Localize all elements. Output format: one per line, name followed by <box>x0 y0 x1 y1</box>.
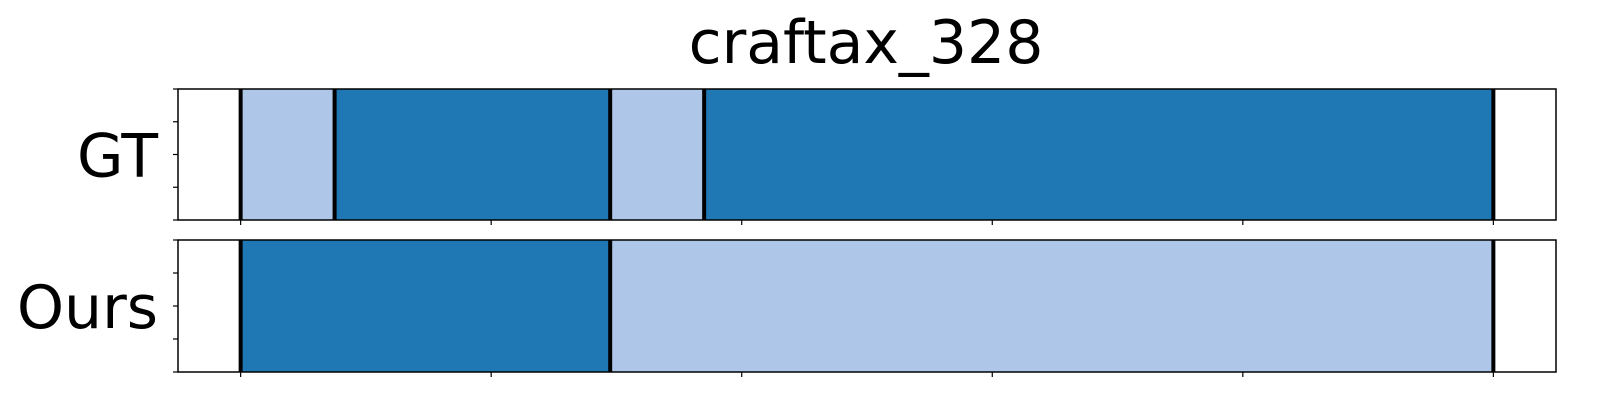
segment-dark <box>334 89 611 220</box>
segment-light <box>240 89 335 220</box>
segment-light <box>610 240 1494 372</box>
panel-ours: Ours <box>17 239 1557 377</box>
segment-dark <box>240 240 611 372</box>
row-label-gt: GT <box>77 122 158 192</box>
segment-light <box>610 89 705 220</box>
segment-dark <box>704 89 1494 220</box>
row-label-ours: Ours <box>17 273 158 343</box>
chart-title: craftax_328 <box>689 8 1044 78</box>
panel-gt: GT <box>77 88 1557 225</box>
panels: GT Ours <box>17 88 1557 377</box>
